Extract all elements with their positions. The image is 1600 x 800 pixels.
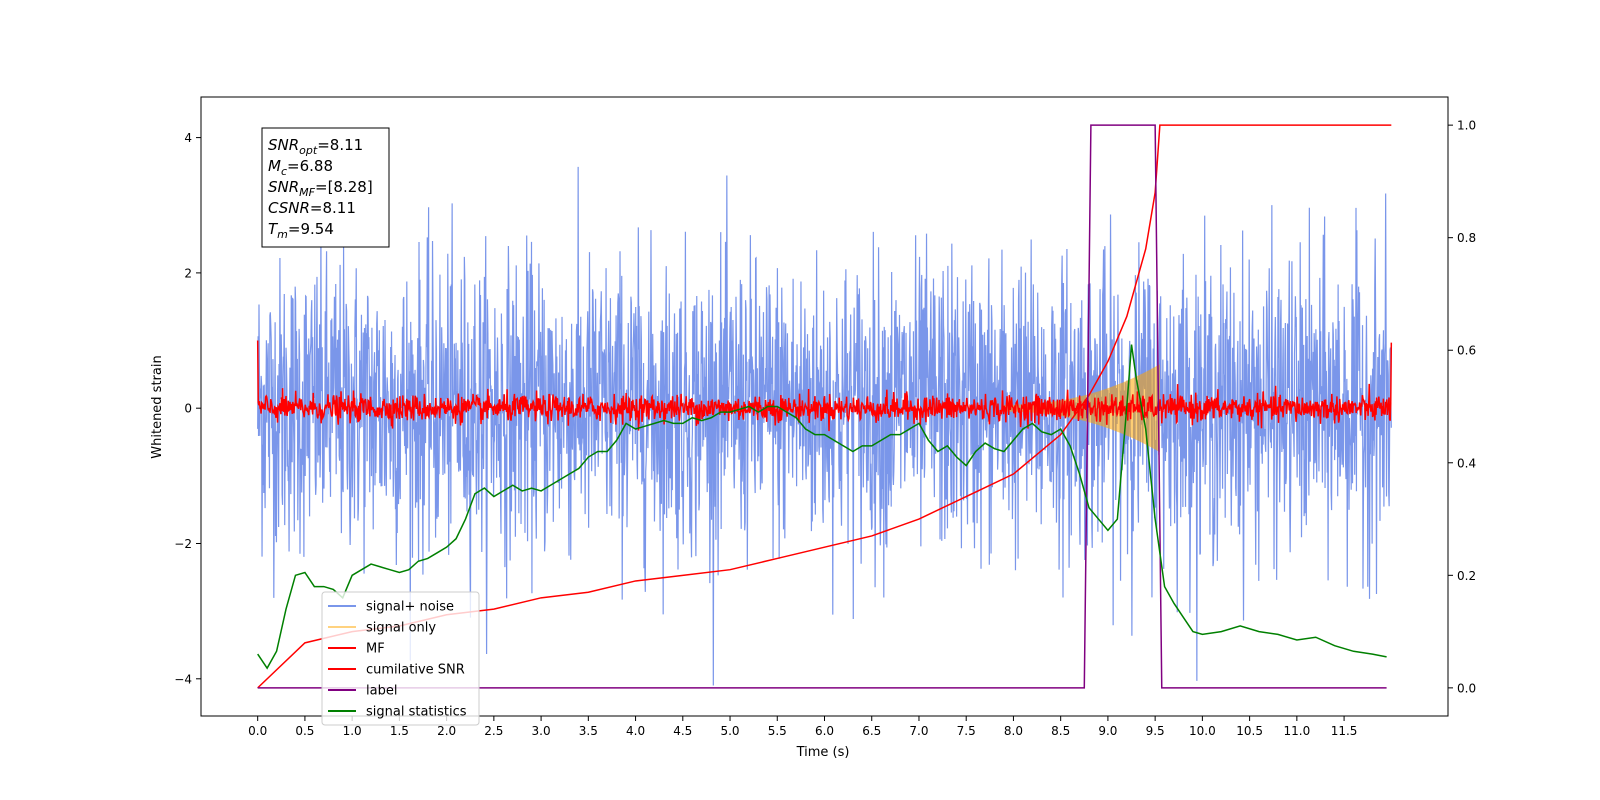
x-tick-label: 10.5: [1236, 724, 1263, 738]
x-tick-label: 0.0: [248, 724, 267, 738]
x-tick-label: 2.0: [437, 724, 456, 738]
legend-label: MF: [366, 642, 385, 657]
series-signal-only: [1003, 364, 1160, 453]
x-tick-label: 5.5: [768, 724, 787, 738]
y2-tick-label: 1.0: [1457, 119, 1476, 133]
x-tick-label: 9.5: [1146, 724, 1165, 738]
x-tick-label: 0.5: [295, 724, 314, 738]
y2-tick-label: 0.2: [1457, 569, 1476, 583]
x-tick-label: 2.5: [484, 724, 503, 738]
y-tick-label: 4: [184, 131, 192, 145]
y-tick-label: −4: [174, 672, 192, 686]
y2-tick-label: 0.8: [1457, 231, 1476, 245]
x-axis: 0.0 0.5 1.0 1.5 2.0 2.5 3.0 3.5 4.0 4.5 5.0 5.5 6.0 6…: [248, 716, 1357, 738]
series-label: [257, 124, 1387, 689]
annotation-line: SNRopt=8.11: [268, 136, 363, 157]
y-axis-label: Whitened strain: [150, 355, 165, 458]
annotation-line: Tm=9.54: [268, 220, 334, 241]
x-tick-label: 1.0: [343, 724, 362, 738]
x-tick-label: 8.0: [1004, 724, 1023, 738]
x-tick-label: 11.0: [1283, 724, 1310, 738]
x-tick-label: 9.0: [1098, 724, 1117, 738]
annotation-line: SNRMF=[8.28]: [268, 178, 373, 199]
x-tick-label: 5.0: [720, 724, 739, 738]
x-axis-label: Time (s): [796, 745, 850, 760]
series-mf: [256, 340, 1393, 432]
y-tick-label: 0: [184, 402, 192, 416]
x-tick-label: 6.0: [815, 724, 834, 738]
x-tick-label: 7.0: [909, 724, 928, 738]
x-tick-label: 11.5: [1331, 724, 1358, 738]
x-tick-label: 3.5: [579, 724, 598, 738]
legend-label: signal+ noise: [366, 600, 454, 615]
x-tick-label: 7.5: [957, 724, 976, 738]
x-tick-label: 8.5: [1051, 724, 1070, 738]
legend-label: cumilative SNR: [366, 663, 465, 678]
legend: signal+ noise signal only MF cumilative SNR…: [321, 591, 480, 726]
y2-tick-label: 0.0: [1457, 681, 1476, 695]
x-tick-label: 6.5: [862, 724, 881, 738]
legend-frame: [321, 591, 480, 726]
annotation-line: CSNR=8.11: [268, 199, 356, 217]
x-tick-label: 4.5: [673, 724, 692, 738]
annotation-frame: [261, 127, 390, 248]
x-tick-label: 10.0: [1189, 724, 1216, 738]
annotation-line: Mc=6.88: [268, 157, 333, 178]
x-tick-label: 3.0: [532, 724, 551, 738]
y-tick-label: 2: [184, 266, 192, 280]
x-tick-label: 1.5: [390, 724, 409, 738]
legend-label: label: [366, 684, 397, 699]
y2-tick-label: 0.4: [1457, 456, 1476, 470]
x-tick-label: 4.0: [626, 724, 645, 738]
legend-label: signal only: [366, 621, 436, 636]
y-axis-right: 0.0 0.2 0.4 0.6 0.8 1.0: [1448, 119, 1476, 695]
y-tick-label: −2: [174, 537, 192, 551]
series-signal-statistics: [257, 344, 1387, 670]
y2-tick-label: 0.6: [1457, 344, 1476, 358]
y-axis-left: −4 −2 0 2 4: [174, 131, 201, 686]
series-signal-noise: [257, 166, 1392, 686]
legend-label: signal statistics: [366, 705, 467, 720]
